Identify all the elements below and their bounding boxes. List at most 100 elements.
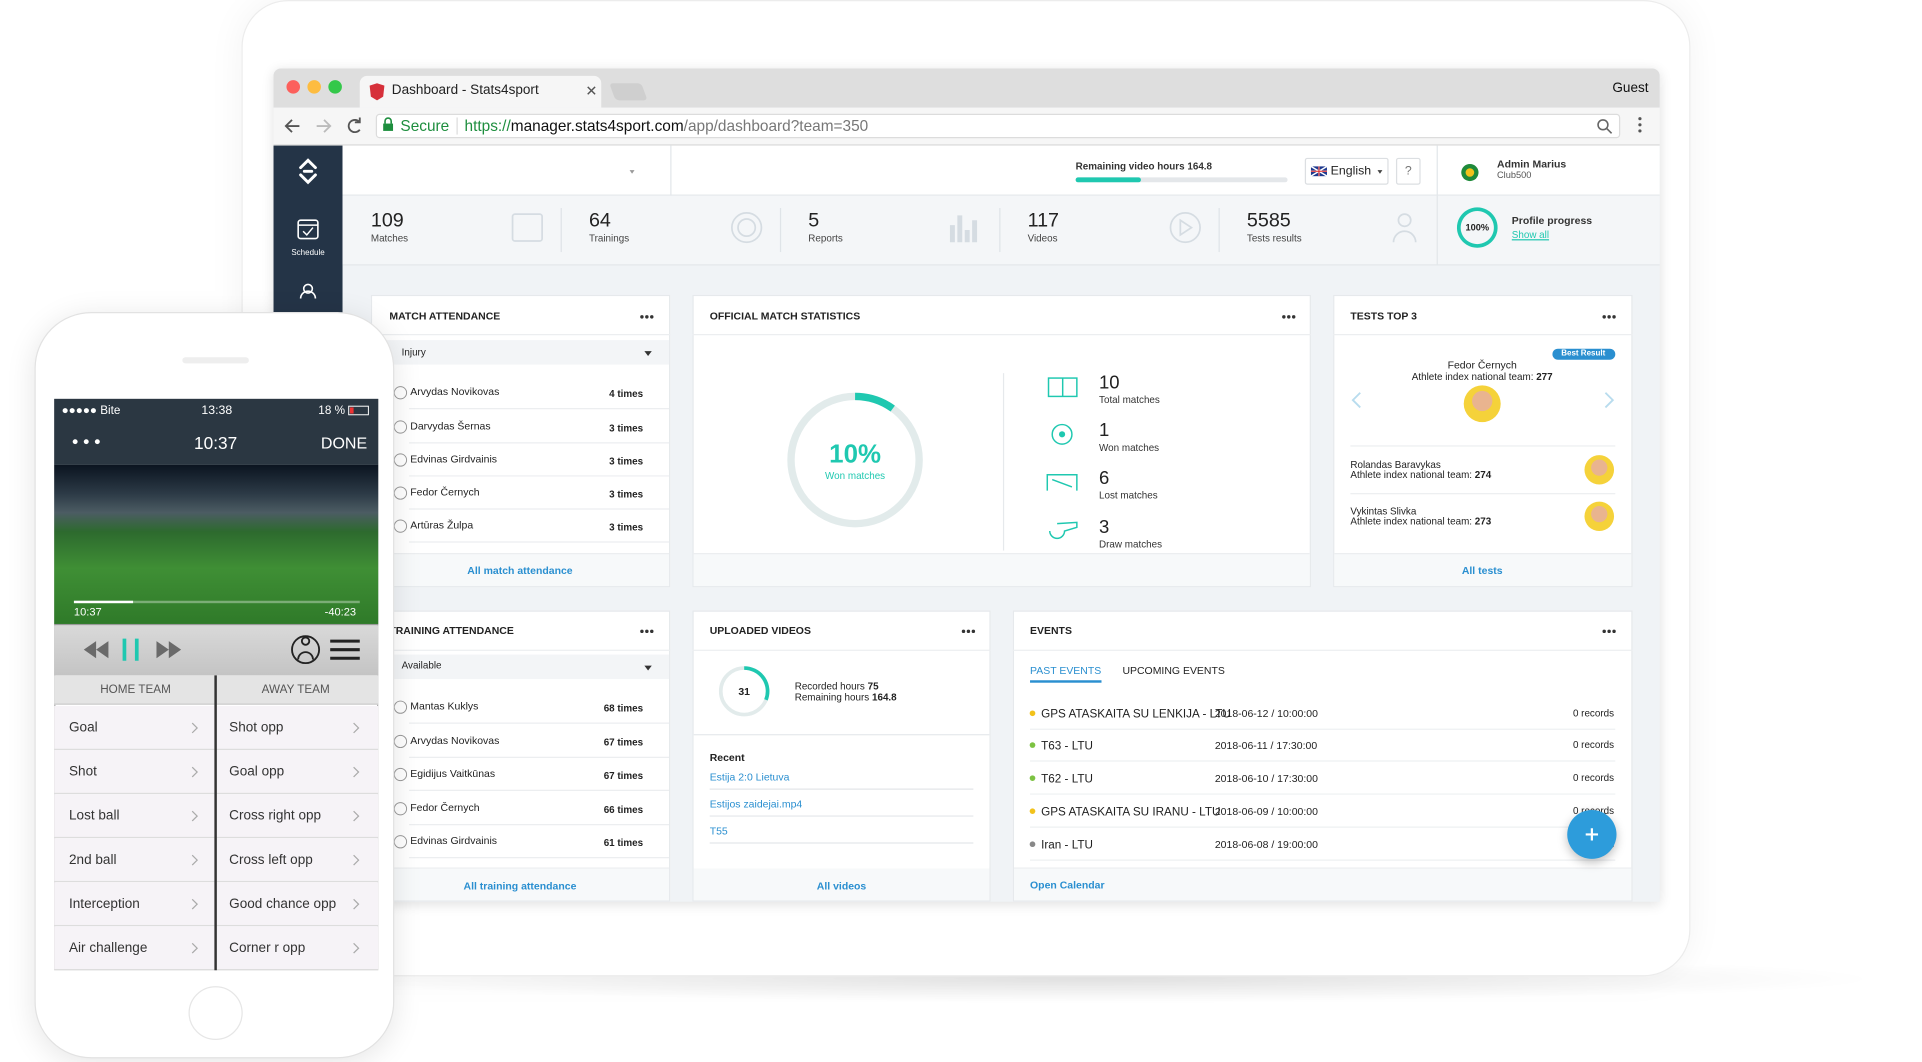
player-name: Artūras Žulpa — [410, 518, 474, 531]
new-tab[interactable] — [609, 83, 648, 101]
elapsed: 10:37 — [73, 605, 102, 618]
stat-item-value: 1 — [1099, 420, 1110, 442]
stat-label: Matches — [370, 233, 409, 245]
hours-label: Recorded hours — [794, 680, 865, 692]
done-button[interactable]: DONE — [320, 433, 368, 453]
add-button[interactable] — [1567, 809, 1617, 859]
index-label: Athlete index national team: — [1350, 515, 1473, 527]
card-header-line — [370, 649, 671, 651]
card-title: EVENTS — [1030, 623, 1072, 637]
stat-item-label: Won matches — [1099, 442, 1160, 454]
recent-video[interactable]: Estijos zaidejai.mp4 — [709, 797, 803, 810]
attendance-count: 3 times — [609, 488, 644, 500]
card-title: UPLOADED VIDEOS — [709, 623, 811, 637]
event-date: 2018-06-08 / 19:00:00 — [1214, 838, 1318, 851]
test-name: Vykintas Slivka — [1350, 505, 1417, 517]
card-link[interactable]: All tests — [1461, 564, 1503, 577]
action[interactable]: Air challenge — [68, 940, 148, 956]
filter-value[interactable]: Injury — [401, 346, 426, 358]
profile-name: Guest — [1612, 80, 1649, 96]
url[interactable]: https://manager.stats4sport.com/app/dash… — [465, 117, 869, 134]
sidebar-label[interactable]: Schedule — [291, 248, 325, 258]
help[interactable]: ? — [1404, 164, 1412, 179]
recent-section — [693, 734, 990, 869]
url-path: /app/dashboard?team=350 — [683, 117, 869, 135]
card-link[interactable]: Open Calendar — [1030, 878, 1105, 891]
profile-link[interactable]: Show all — [1511, 229, 1550, 241]
header-divider — [670, 145, 672, 196]
action[interactable]: Interception — [68, 896, 140, 912]
stat-value: 5585 — [1246, 210, 1291, 232]
language[interactable]: English — [1330, 164, 1372, 179]
video-progress — [73, 600, 360, 604]
action[interactable]: Shot opp — [229, 720, 284, 736]
event-name[interactable]: Iran - LTU — [1041, 838, 1093, 853]
event-name[interactable]: GPS ATASKAITA SU LENKIJA - LTU — [1041, 707, 1231, 722]
action[interactable]: Cross right opp — [229, 808, 322, 824]
player-name: Fedor Černych — [410, 485, 480, 498]
tests-separator — [1350, 445, 1616, 447]
recent-video[interactable]: Estija 2:0 Lietuva — [709, 770, 790, 784]
action[interactable]: Good chance opp — [229, 896, 337, 912]
stat-item-value: 10 — [1099, 372, 1120, 394]
card — [1012, 610, 1633, 902]
event-records: 0 records — [1572, 707, 1615, 719]
event-name[interactable]: GPS ATASKAITA SU IRANU - LTU — [1041, 805, 1221, 820]
header — [342, 145, 1660, 196]
url-box[interactable] — [375, 113, 1621, 139]
action[interactable]: Lost ball — [68, 808, 120, 824]
event-date: 2018-06-12 / 10:00:00 — [1214, 707, 1318, 720]
event-tab[interactable]: UPCOMING EVENTS — [1122, 664, 1225, 677]
home-button[interactable] — [188, 986, 243, 1040]
event-date: 2018-06-11 / 17:30:00 — [1214, 738, 1318, 752]
filter-row[interactable] — [372, 340, 670, 365]
attendance-count: 68 times — [603, 702, 644, 714]
stat-divider — [779, 207, 782, 253]
language-select[interactable] — [1304, 157, 1389, 185]
recent-video[interactable]: T55 — [709, 824, 728, 837]
stat-divider — [560, 207, 562, 253]
action[interactable]: Cross left opp — [229, 852, 313, 868]
card-link[interactable]: All videos — [816, 879, 867, 892]
event-name[interactable]: T62 - LTU — [1041, 772, 1093, 787]
column-divider — [214, 675, 217, 971]
index-label: Athlete index national team: — [1411, 371, 1534, 383]
action[interactable]: Corner r opp — [229, 940, 306, 956]
card-link[interactable]: All training attendance — [463, 879, 577, 892]
clock: 10:37 — [194, 433, 238, 453]
stats-row — [342, 195, 1660, 266]
phone-speaker — [182, 357, 249, 364]
card — [692, 294, 1311, 588]
tab — [359, 75, 602, 108]
action[interactable]: Shot — [68, 764, 97, 780]
card-footer — [1014, 867, 1632, 901]
action[interactable]: Goal opp — [229, 764, 285, 780]
action[interactable]: Goal — [68, 720, 98, 736]
stat-divider — [1218, 207, 1220, 253]
stat-label: Reports — [808, 233, 843, 245]
card-header-line — [692, 334, 1311, 336]
leader-index: Athlete index national team: 277 — [1412, 371, 1553, 382]
card-footer — [693, 553, 1310, 587]
event-name[interactable]: T63 - LTU — [1041, 739, 1093, 754]
filter-value[interactable]: Available — [401, 660, 442, 672]
stat-item-value: 3 — [1099, 516, 1110, 538]
event-records: 0 records — [1572, 772, 1615, 784]
event-date: 2018-06-10 / 17:30:00 — [1214, 772, 1318, 785]
stat-label: Trainings — [588, 233, 630, 245]
video-hours: Remaining video hours 164.8 — [1075, 160, 1213, 172]
club-name: Club500 — [1497, 169, 1532, 181]
video-count: 31 — [738, 685, 751, 698]
status-bar — [54, 398, 379, 465]
help-button[interactable] — [1395, 157, 1421, 185]
action[interactable]: 2nd ball — [68, 852, 117, 868]
tests-separator — [1350, 493, 1616, 495]
attendance-count: 67 times — [603, 737, 644, 749]
filter-row[interactable] — [372, 654, 670, 680]
player-name: Mantas Kuklys — [410, 699, 479, 713]
hours-label: Remaining hours — [794, 691, 870, 703]
event-tab[interactable]: PAST EVENTS — [1030, 664, 1102, 677]
card-link[interactable]: All match attendance — [467, 564, 573, 577]
badge-label: Best Result — [1561, 349, 1606, 358]
